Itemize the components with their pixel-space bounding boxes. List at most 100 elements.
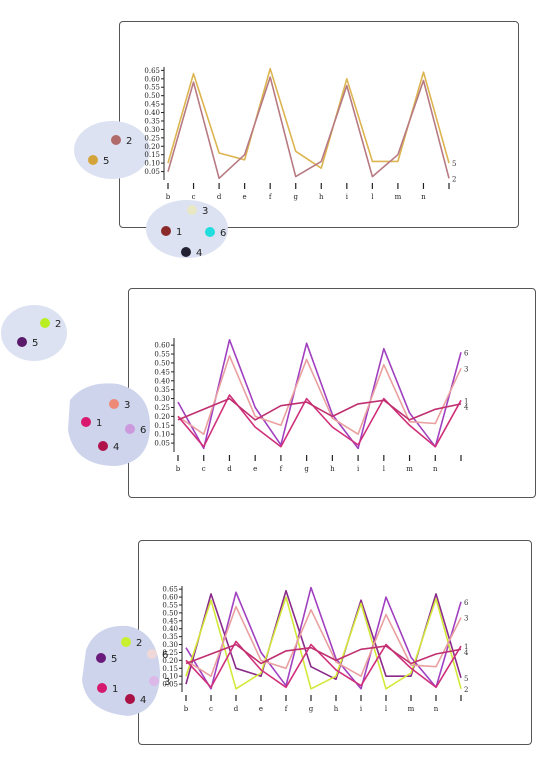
legend-dot: [181, 247, 191, 257]
y-tick-label: 0.15: [162, 665, 178, 673]
legend-dot: [17, 337, 27, 347]
y-tick-label: 0.30: [154, 395, 170, 403]
y-tick-label: 0.25: [144, 134, 160, 142]
line-chart-1: 0.050.100.150.200.250.300.350.400.450.50…: [144, 67, 456, 201]
x-tick-label: m: [408, 705, 415, 713]
y-tick-label: 0.45: [144, 101, 160, 109]
x-tick-label: c: [202, 465, 206, 473]
x-tick-label: h: [319, 193, 324, 201]
y-tick-label: 0.35: [144, 117, 160, 125]
y-tick-label: 0.30: [162, 641, 178, 649]
x-tick-label: i: [357, 465, 360, 473]
x-tick-label: f: [285, 705, 289, 713]
x-tick-label: b: [176, 465, 181, 473]
x-tick-label: l: [383, 465, 386, 473]
legend-dot: [125, 694, 135, 704]
y-tick-label: 0.25: [154, 404, 170, 412]
legend-label: 3: [202, 206, 208, 217]
y-tick-label: 0.40: [162, 625, 178, 633]
line-chart-3: 0.050.100.150.200.250.300.350.400.450.50…: [162, 586, 469, 713]
y-tick-label: 0.15: [154, 422, 170, 430]
x-tick-label: e: [253, 465, 257, 473]
y-tick-label: 0.35: [154, 386, 170, 394]
series-end-label: 6: [464, 349, 469, 357]
y-tick-label: 0.50: [144, 92, 160, 100]
legend-dot: [40, 318, 50, 328]
legend-label: 3: [164, 677, 170, 688]
series-end-label: 5: [464, 675, 468, 683]
legend-dot: [97, 683, 107, 693]
x-tick-label: i: [360, 705, 363, 713]
legend-dot: [88, 155, 98, 165]
x-tick-label: m: [395, 193, 402, 201]
y-tick-label: 0.10: [144, 160, 160, 168]
x-tick-label: n: [434, 705, 439, 713]
x-tick-label: e: [259, 705, 263, 713]
x-tick-label: h: [330, 465, 335, 473]
y-tick-label: 0.10: [154, 431, 170, 439]
legend-label: 6: [162, 650, 168, 661]
y-tick-label: 0.30: [144, 126, 160, 134]
series-end-label: 3: [464, 365, 468, 373]
y-tick-label: 0.55: [144, 84, 160, 92]
y-tick-label: 0.05: [144, 168, 160, 176]
series-end-label: 5: [452, 160, 456, 168]
y-tick-label: 0.15: [144, 151, 160, 159]
legend-label: 5: [103, 156, 109, 167]
series-end-label: 4: [464, 403, 469, 411]
y-tick-label: 0.55: [154, 351, 170, 359]
x-tick-label: f: [269, 193, 273, 201]
legend-label: 1: [176, 227, 182, 238]
legend-dot: [111, 135, 121, 145]
y-tick-label: 0.40: [154, 377, 170, 385]
legend-label: 4: [113, 442, 119, 453]
legend-label: 2: [126, 136, 132, 147]
y-tick-label: 0.65: [162, 586, 178, 594]
legend-label: 1: [112, 684, 118, 695]
series-end-label: 4: [464, 649, 469, 657]
legend-label: 2: [55, 319, 61, 330]
y-tick-label: 0.20: [144, 143, 160, 151]
legend-dot: [161, 226, 171, 236]
x-tick-label: l: [371, 193, 374, 201]
series-end-label: 6: [464, 599, 469, 607]
legend-label: 5: [32, 338, 38, 349]
x-tick-label: d: [227, 465, 232, 473]
x-tick-label: n: [433, 465, 438, 473]
x-tick-label: d: [234, 705, 239, 713]
y-tick-label: 0.05: [154, 440, 170, 448]
legend-dot: [149, 676, 159, 686]
legend-label: 1: [96, 418, 102, 429]
legend-dot: [187, 205, 197, 215]
legend-label: 4: [140, 695, 146, 706]
series-end-label: 3: [464, 615, 468, 623]
y-tick-label: 0.50: [154, 359, 170, 367]
x-tick-label: g: [304, 465, 309, 473]
x-tick-label: n: [421, 193, 426, 201]
y-tick-label: 0.45: [154, 368, 170, 376]
series-line-3: [178, 356, 461, 434]
x-tick-label: i: [346, 193, 349, 201]
x-tick-label: b: [166, 193, 171, 201]
x-tick-label: d: [217, 193, 222, 201]
series-line-5: [168, 69, 449, 169]
y-tick-label: 0.40: [144, 109, 160, 117]
legend-dot: [121, 637, 131, 647]
y-tick-label: 0.60: [162, 594, 178, 602]
legend-label: 6: [220, 228, 226, 239]
x-tick-label: m: [406, 465, 413, 473]
legend-dot: [81, 417, 91, 427]
x-tick-label: e: [243, 193, 247, 201]
legend-label: 4: [196, 248, 202, 259]
legend-dot: [147, 649, 157, 659]
legend-dot: [109, 399, 119, 409]
line-chart-2: 0.050.100.150.200.250.300.350.400.450.50…: [154, 338, 469, 473]
x-tick-label: g: [309, 705, 314, 713]
y-tick-label: 0.45: [162, 617, 178, 625]
x-tick-label: c: [209, 705, 213, 713]
legend-label: 6: [140, 425, 146, 436]
series-end-label: 2: [464, 686, 468, 694]
y-tick-label: 0.20: [154, 413, 170, 421]
series-line-4: [178, 399, 461, 420]
